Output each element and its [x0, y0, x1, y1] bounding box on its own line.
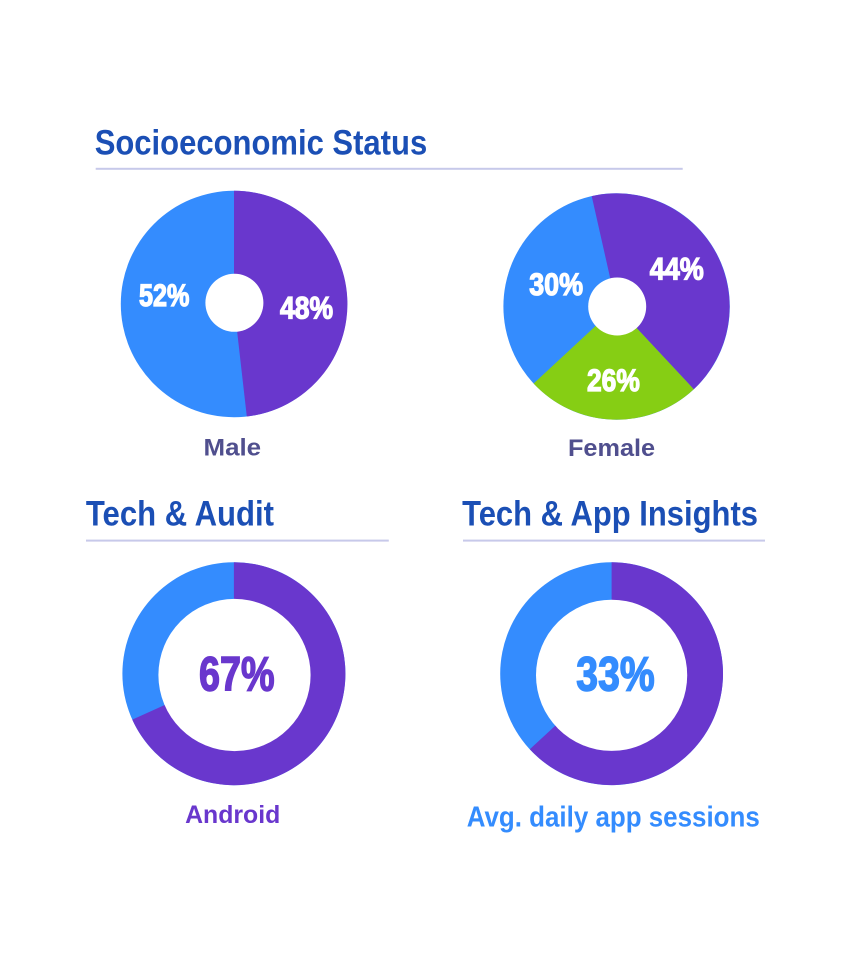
svg-text:44%: 44% [650, 251, 704, 286]
svg-text:Socioeconomic Status: Socioeconomic Status [95, 123, 428, 163]
svg-text:Android: Android [185, 801, 280, 829]
svg-text:Male: Male [204, 436, 262, 462]
svg-text:30%: 30% [529, 267, 583, 302]
svg-text:33%: 33% [576, 648, 654, 701]
svg-text:26%: 26% [587, 363, 640, 398]
svg-text:Female: Female [568, 436, 655, 462]
svg-text:67%: 67% [199, 648, 275, 701]
svg-text:Tech & Audit: Tech & Audit [86, 494, 274, 534]
svg-text:52%: 52% [139, 278, 189, 313]
svg-text:Avg. daily app sessions: Avg. daily app sessions [467, 802, 760, 834]
svg-text:Tech & App Insights: Tech & App Insights [462, 494, 758, 534]
svg-text:48%: 48% [280, 290, 333, 325]
